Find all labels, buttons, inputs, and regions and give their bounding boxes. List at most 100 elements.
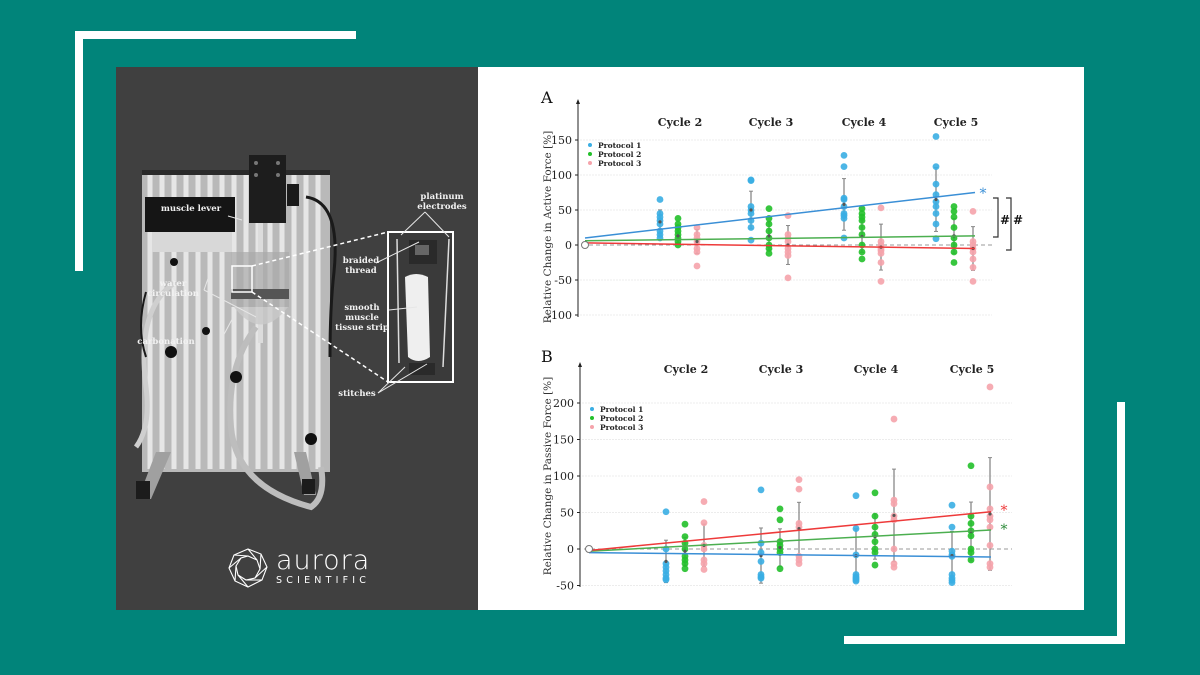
data-point bbox=[986, 383, 994, 391]
data-point bbox=[776, 505, 784, 513]
data-point bbox=[795, 560, 803, 567]
data-point bbox=[765, 250, 773, 257]
cycle-label: Cycle 5 bbox=[934, 116, 979, 129]
data-point bbox=[877, 204, 885, 212]
data-point bbox=[681, 545, 689, 553]
data-point bbox=[757, 574, 765, 582]
data-point bbox=[784, 238, 792, 245]
data-point bbox=[986, 483, 994, 491]
y-tick-label: 50 bbox=[558, 204, 572, 217]
hash-2: # bbox=[1013, 213, 1023, 227]
data-point bbox=[877, 278, 885, 285]
data-point bbox=[765, 220, 773, 228]
chart-a: A 150 100 50 0 -50 -100 Relative Change in Ac… bbox=[540, 88, 1023, 323]
data-point bbox=[950, 208, 958, 215]
data-point bbox=[871, 549, 879, 557]
data-point bbox=[840, 196, 848, 203]
label-muscle: muscle bbox=[345, 313, 379, 323]
data-point bbox=[950, 203, 958, 210]
data-point bbox=[932, 163, 940, 171]
y-tick-label: 0 bbox=[565, 239, 572, 252]
data-point bbox=[765, 227, 773, 235]
data-point bbox=[950, 213, 958, 221]
label-braided: braided bbox=[343, 256, 380, 266]
frame-corner-top-left-v bbox=[75, 31, 83, 271]
data-point bbox=[700, 560, 708, 567]
data-point bbox=[948, 501, 956, 509]
significance-star-b-protocol2: * bbox=[1001, 522, 1008, 538]
cycle-label: Cycle 2 bbox=[664, 363, 709, 376]
data-point bbox=[890, 563, 898, 571]
data-point bbox=[890, 516, 898, 524]
data-point bbox=[969, 255, 977, 263]
data-point bbox=[932, 210, 940, 217]
data-point bbox=[967, 556, 975, 564]
cycle-label: Cycle 3 bbox=[759, 363, 804, 376]
data-point bbox=[890, 415, 898, 423]
cycle-label: Cycle 4 bbox=[854, 363, 899, 376]
data-point bbox=[662, 508, 670, 516]
origin-marker-b bbox=[585, 545, 593, 553]
data-point bbox=[795, 476, 803, 484]
tissue-strip bbox=[405, 274, 430, 361]
data-point bbox=[784, 212, 792, 220]
data-point bbox=[852, 525, 860, 532]
data-point bbox=[950, 241, 958, 249]
y-tick-label: 100 bbox=[551, 169, 572, 182]
panel-label-a: A bbox=[540, 88, 553, 107]
data-point bbox=[950, 259, 958, 266]
data-point bbox=[877, 259, 885, 266]
data-point bbox=[840, 152, 848, 159]
y-tick-label: 150 bbox=[551, 134, 572, 147]
label-circulation: circulation bbox=[147, 289, 199, 299]
data-point bbox=[986, 523, 994, 531]
data-point bbox=[871, 561, 879, 569]
data-point bbox=[840, 163, 848, 171]
data-point bbox=[986, 505, 994, 513]
y-tick-label: -50 bbox=[554, 274, 572, 287]
label-platinum: platinum bbox=[420, 192, 463, 202]
data-point bbox=[969, 278, 977, 285]
label-muscle-lever: muscle lever bbox=[161, 204, 222, 214]
data-point bbox=[969, 264, 977, 271]
y-axis-label-a: Relative Change in Active Force [%] bbox=[542, 131, 554, 324]
data-point bbox=[967, 462, 975, 470]
data-point bbox=[656, 220, 664, 228]
data-point bbox=[693, 262, 701, 270]
trend-line bbox=[588, 529, 992, 552]
data-point bbox=[890, 545, 898, 553]
legend-marker-icon bbox=[590, 416, 594, 420]
trend-line bbox=[588, 551, 992, 558]
data-point bbox=[681, 533, 689, 540]
data-point bbox=[681, 560, 689, 567]
legend-marker-icon bbox=[588, 152, 592, 156]
data-point bbox=[674, 215, 682, 222]
y-axis-label-b: Relative Change in Passive Force [%] bbox=[542, 377, 554, 575]
bracket-1 bbox=[993, 197, 999, 238]
label-stitches: stitches bbox=[338, 389, 376, 399]
trend-line bbox=[584, 242, 976, 250]
cycle-label: Cycle 3 bbox=[749, 116, 794, 129]
data-point bbox=[948, 579, 956, 586]
cycle-label: Cycle 2 bbox=[658, 116, 703, 129]
legend-entry: Protocol 1 bbox=[598, 141, 641, 150]
data-point bbox=[858, 231, 866, 238]
legend-marker-icon bbox=[590, 425, 594, 429]
data-point bbox=[700, 566, 708, 573]
panel-label-b: B bbox=[541, 347, 553, 366]
significance-star-b-protocol3: * bbox=[1001, 503, 1008, 519]
data-point bbox=[950, 224, 958, 231]
logo-name: aurora bbox=[276, 545, 371, 576]
data-point bbox=[681, 565, 689, 573]
bracket-2 bbox=[1006, 197, 1012, 251]
data-point bbox=[776, 516, 784, 524]
origin-marker-a bbox=[581, 241, 589, 249]
trend-line bbox=[584, 235, 976, 242]
data-point bbox=[747, 210, 755, 217]
data-point bbox=[700, 519, 708, 527]
data-point bbox=[674, 241, 682, 249]
data-point bbox=[871, 523, 879, 531]
trend-line bbox=[584, 191, 976, 239]
data-point bbox=[662, 576, 670, 584]
data-point bbox=[858, 248, 866, 256]
